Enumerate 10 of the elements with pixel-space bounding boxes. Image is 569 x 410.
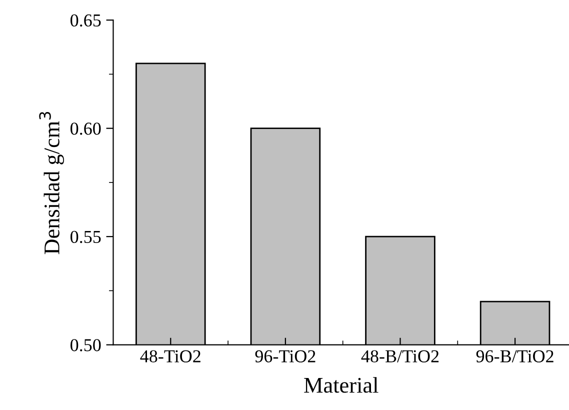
y-tick-label: 0.55 [70, 230, 101, 244]
x-tick-label: 48-TiO2 [140, 350, 200, 362]
y-tick-label: 0.50 [70, 339, 101, 352]
y-axis-title: Densidad g/cm$^{3}$ [39, 112, 64, 254]
x-tick-label: 48-B/TiO2 [361, 350, 439, 362]
y-tick-label: 0.65 [70, 14, 101, 27]
x-tick-label: 96-TiO2 [255, 350, 316, 362]
y-tick-label: 0.60 [70, 122, 101, 135]
x-axis-title: Material [304, 377, 378, 393]
x-tick-label: 96-B/TiO2 [476, 350, 554, 362]
